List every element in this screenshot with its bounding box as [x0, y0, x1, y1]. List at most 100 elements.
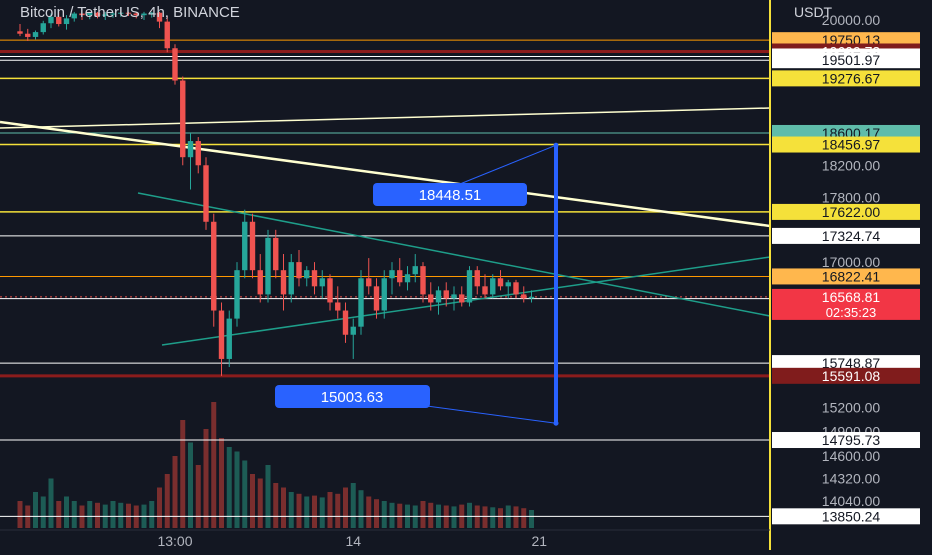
volume-bar: [226, 447, 232, 528]
symbol-title: Bitcoin / TetherUS, 4h, BINANCE: [20, 4, 240, 21]
volume-bar: [203, 429, 209, 528]
volume-bar: [195, 465, 201, 528]
candle-body: [459, 294, 465, 303]
candle-body: [451, 294, 457, 299]
price-level-tag: 16822.41: [822, 268, 881, 284]
volume-bar: [110, 501, 116, 528]
candle-body: [156, 12, 163, 22]
volume-bar: [358, 490, 364, 528]
candle-body: [195, 141, 201, 166]
candle-body: [296, 262, 302, 279]
price-level-tag-bg: [772, 52, 920, 69]
price-axis[interactable]: 20000.00 18200.00 17800.00 17000.00 15200.00…: [769, 0, 920, 550]
volume-bar: [48, 478, 54, 528]
drawing-tools-layer: [0, 107, 771, 346]
volume-bar: [157, 487, 162, 528]
volume-bar: [257, 478, 263, 528]
volume-bar: [71, 501, 77, 528]
volume-bar: [366, 496, 372, 528]
volume-bar: [389, 502, 395, 528]
candle-body: [474, 270, 480, 287]
volume-bar: [296, 493, 302, 528]
candle-body: [71, 13, 77, 19]
price-level-tag: 19276.67: [822, 70, 881, 86]
volume-bar: [529, 510, 534, 528]
candle-body: [412, 266, 418, 275]
candle-body: [528, 296, 535, 299]
candle-body: [226, 318, 232, 359]
volume-bar: [312, 495, 317, 528]
candle-body: [63, 18, 70, 25]
projection-leader-top: [449, 144, 557, 189]
price-level-tag-bg: [772, 70, 920, 87]
projection-label-top-bg: [373, 183, 527, 206]
candle-body: [48, 16, 54, 24]
y-tick-label: 20000.00: [822, 12, 881, 28]
price-level-tag: 13850.24: [822, 508, 881, 524]
candle-body: [373, 286, 380, 311]
volume-bar: [288, 492, 294, 528]
volume-bar: [56, 501, 62, 528]
volume-bar: [374, 499, 379, 528]
volume-bar: [180, 420, 186, 528]
volume-bar: [188, 442, 193, 528]
time-axis[interactable]: 13:00 14 21: [0, 529, 770, 549]
price-level-tag: 19501.97: [822, 52, 881, 68]
volume-bar: [172, 456, 178, 528]
candle-body: [40, 23, 46, 33]
price-level-lines: [0, 39, 770, 517]
volume-bar: [513, 506, 519, 528]
volume-bar: [319, 497, 325, 528]
volume-bar: [451, 506, 457, 528]
candle-body: [141, 13, 147, 16]
candle-body: [513, 282, 519, 295]
volume-bar: [273, 483, 279, 528]
candle-body: [257, 270, 263, 295]
price-level-tag-bg: [772, 136, 920, 153]
currency-label: USDT: [794, 4, 833, 20]
volume-bar: [64, 496, 69, 528]
candle-body: [304, 270, 310, 279]
candle-body: [435, 290, 442, 303]
price-level-tag: 18456.97: [822, 137, 881, 153]
candle-body: [79, 13, 85, 16]
candle-body: [466, 270, 473, 303]
candle-body: [56, 16, 62, 25]
candle-body: [242, 221, 248, 271]
volume-bar: [498, 508, 503, 528]
volume-bar: [521, 508, 527, 528]
candle-body: [505, 282, 511, 287]
volume-bar: [242, 460, 248, 528]
current-price-tag: 16568.81: [822, 289, 881, 305]
volume-bar: [482, 506, 488, 528]
triangle-upper-line: [137, 192, 771, 317]
candle-body: [428, 294, 434, 303]
volume-bar: [265, 465, 271, 528]
candle-body: [288, 262, 294, 295]
volume-bar: [40, 496, 46, 528]
volume-bar: [350, 483, 356, 528]
candle-body: [187, 141, 194, 158]
volume-bar: [250, 474, 255, 528]
y-tick-label: 14600.00: [822, 448, 881, 464]
projection-label-bottom: 15003.63: [321, 389, 384, 406]
candles-layer: [17, 11, 535, 376]
volume-bar: [95, 502, 100, 528]
volume-bar: [164, 474, 170, 528]
price-level-tag-bg: [772, 268, 920, 285]
projection-layer: 18448.51 15003.63: [275, 142, 559, 426]
candle-body: [203, 165, 209, 222]
y-tick-label: 14040.00: [822, 493, 881, 509]
candle-body: [32, 32, 39, 37]
candle-body: [350, 326, 356, 335]
candle-body: [164, 21, 170, 49]
candle-body: [389, 270, 395, 279]
candle-body: [17, 31, 23, 34]
x-tick-label: 14: [345, 533, 361, 549]
x-tick-label: 13:00: [157, 533, 192, 549]
candle-body: [273, 237, 279, 271]
candle-body: [443, 290, 449, 299]
candle-body: [497, 278, 504, 287]
